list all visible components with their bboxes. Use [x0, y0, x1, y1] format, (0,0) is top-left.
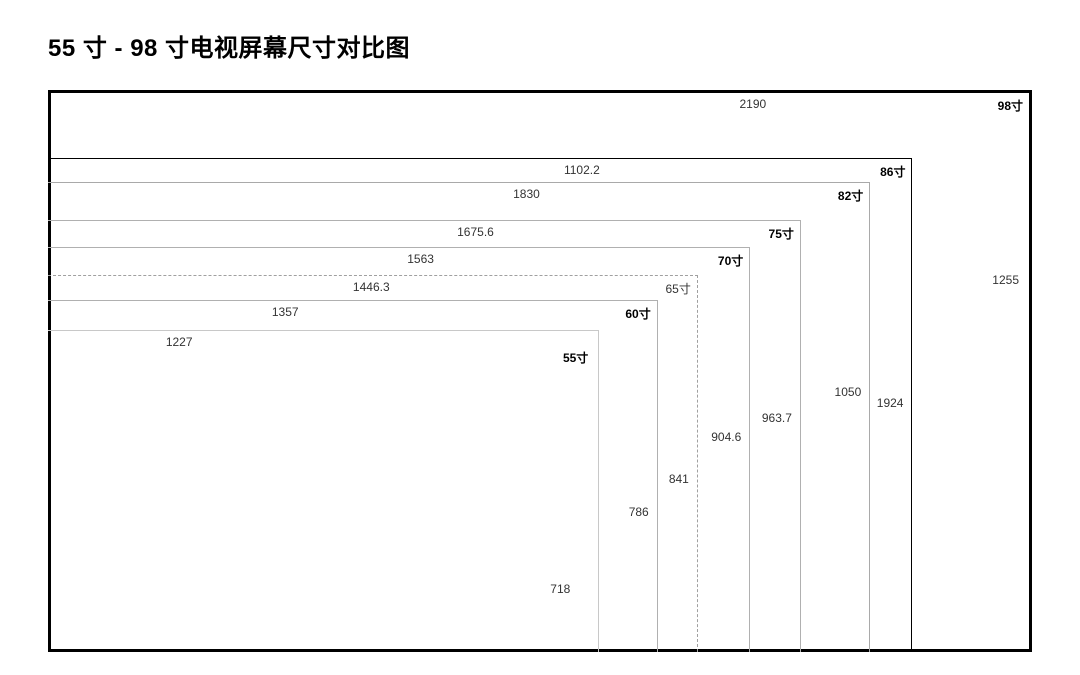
height-label: 1255: [992, 273, 1019, 287]
height-label: 841: [669, 472, 689, 486]
size-label: 82寸: [838, 187, 863, 204]
width-label: 1563: [407, 252, 434, 266]
size-label: 98寸: [998, 97, 1023, 114]
size-label: 75寸: [769, 225, 794, 242]
height-label: 963.7: [762, 411, 792, 425]
width-label: 2190: [739, 97, 766, 111]
screen-rect-55: 1227 55寸 718: [48, 330, 599, 652]
height-label: 1050: [835, 385, 862, 399]
width-label: 1830: [513, 187, 540, 201]
width-label: 1446.3: [353, 280, 390, 294]
screen-size-diagram: 2190 98寸 1255 1102.2 86寸 1924 1830 82寸 1050 1675.…: [48, 90, 1032, 652]
height-label: 1924: [877, 396, 904, 410]
page-title: 55 寸 - 98 寸电视屏幕尺寸对比图: [48, 28, 410, 63]
width-label: 1102.2: [564, 163, 600, 177]
size-label: 60寸: [625, 305, 650, 322]
size-label: 86寸: [880, 163, 905, 180]
height-label: 786: [629, 505, 649, 519]
width-label: 1357: [272, 305, 299, 319]
height-label: 718: [550, 582, 570, 596]
size-label: 55寸: [563, 349, 588, 366]
size-label: 70寸: [718, 252, 743, 269]
height-label: 904.6: [711, 430, 741, 444]
size-label: 65寸: [665, 280, 690, 297]
width-label: 1227: [166, 335, 193, 349]
width-label: 1675.6: [457, 225, 494, 239]
